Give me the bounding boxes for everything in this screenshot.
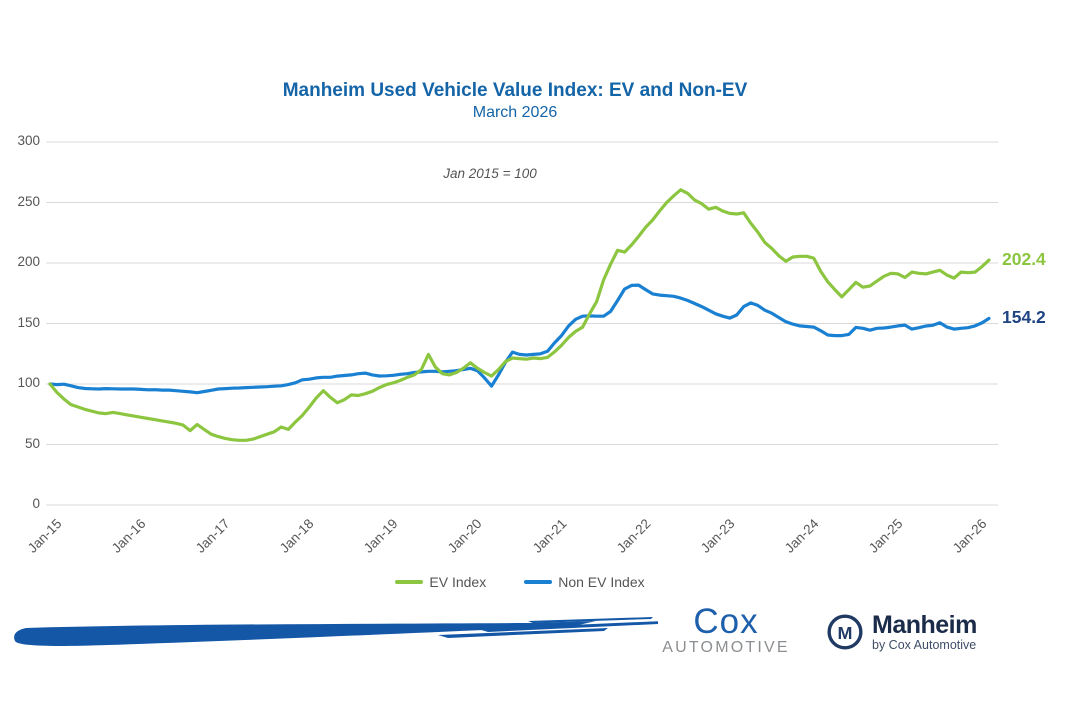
legend-item-ev: EV Index [395,574,486,590]
chart-subtitle: March 2026 [472,104,558,121]
legend-item-non-ev: Non EV Index [524,574,645,590]
manheim-logo: M Manheim by Cox Automotive [826,612,977,652]
y-axis-label: 50 [24,435,40,451]
legend: EV Index Non EV Index [0,574,1040,590]
y-axis-label: 0 [32,496,40,511]
legend-label-non-ev: Non EV Index [558,574,645,590]
chart-title: Manheim Used Vehicle Value Index: EV and… [282,80,748,101]
non-ev-line-swatch [524,580,553,584]
manheim-wordmark: Manheim [872,611,977,639]
brush-swoosh-graphic [14,617,658,646]
manheim-monogram-letter: M [838,623,853,643]
manheim-monogram-icon: M [827,614,863,650]
manheim-byline: by Cox Automotive [872,638,977,653]
y-axis-label: 200 [17,254,40,269]
non-ev-index-latest-value: 154.2 [1002,307,1046,328]
cox-automotive-logo: Cox AUTOMOTIVE [640,604,812,656]
y-axis-label: 250 [17,193,40,209]
y-axis-label: 300 [17,133,40,148]
y-axis-label: 100 [17,375,40,390]
y-axis-label: 150 [17,314,40,330]
cox-wordmark: Cox [693,602,759,641]
ev-index-line [48,188,991,442]
ev-index-latest-value: 202.4 [1002,249,1046,270]
non-ev-index-line [48,283,991,395]
index-base-annotation: Jan 2015 = 100 [443,166,537,181]
ev-line-swatch [395,580,424,584]
legend-label-ev: EV Index [429,574,487,590]
manheim-logo-text: Manheim by Cox Automotive [872,611,977,653]
cox-automotive-text: AUTOMOTIVE [662,639,790,656]
